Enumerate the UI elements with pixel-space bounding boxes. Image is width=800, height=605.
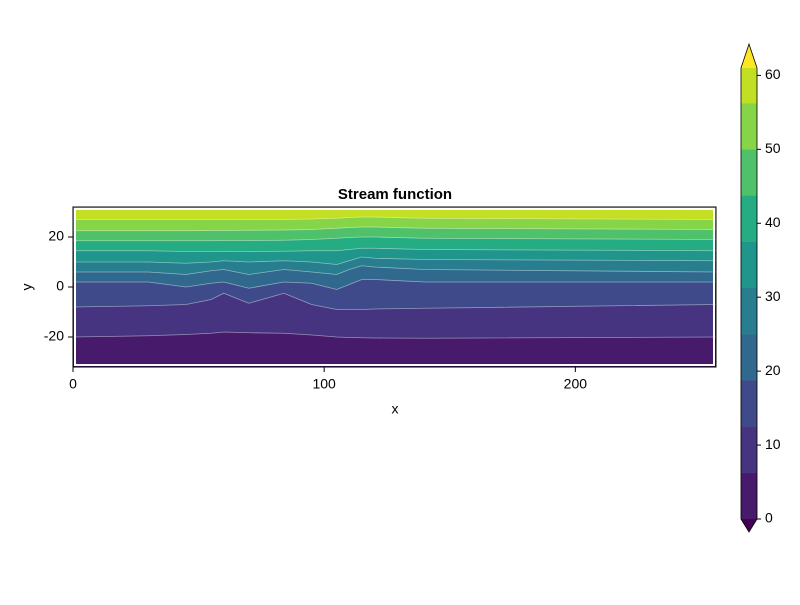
colorbar-segment bbox=[740, 67, 758, 104]
colorbar-segment bbox=[740, 380, 758, 427]
colorbar-segment bbox=[740, 287, 758, 335]
colorbar-tick-label: 30 bbox=[765, 288, 781, 304]
colorbar-segment bbox=[740, 472, 758, 520]
contour-line bbox=[73, 265, 717, 275]
contour-line bbox=[73, 226, 717, 232]
plot-inner-frame bbox=[74, 208, 715, 366]
contour-line bbox=[73, 216, 717, 220]
contour-line bbox=[73, 236, 717, 242]
colorbar-tick-label: 20 bbox=[765, 362, 781, 378]
x-tick-label: 0 bbox=[69, 376, 77, 392]
contour-line bbox=[73, 256, 717, 265]
colorbar-tick-label: 40 bbox=[765, 214, 781, 230]
colorbar-tick-label: 0 bbox=[765, 510, 773, 526]
colorbar-segment bbox=[740, 102, 758, 150]
contour-line bbox=[72, 292, 717, 310]
contour-line bbox=[73, 247, 717, 252]
x-axis-label: x bbox=[392, 401, 399, 417]
colorbar-extend-high bbox=[741, 44, 757, 68]
colorbar-tick-label: 50 bbox=[765, 140, 781, 156]
colorbar-segment bbox=[740, 334, 758, 381]
chart-title: Stream function bbox=[338, 186, 452, 203]
contour-line bbox=[72, 331, 717, 339]
colorbar-tick-label: 60 bbox=[765, 66, 781, 82]
colorbar-segment bbox=[740, 149, 758, 196]
colorbar-segment bbox=[740, 426, 758, 473]
x-tick-label: 100 bbox=[312, 376, 336, 392]
x-tick-label: 200 bbox=[564, 376, 588, 392]
contour-line bbox=[73, 279, 716, 290]
colorbar-tick-label: 10 bbox=[765, 436, 781, 452]
y-axis-label: y bbox=[19, 284, 35, 291]
y-tick-label: -20 bbox=[44, 328, 64, 344]
colorbar-segment bbox=[740, 195, 758, 242]
y-tick-label: 20 bbox=[48, 228, 64, 244]
y-tick-label: 0 bbox=[56, 278, 64, 294]
colorbar-segment bbox=[740, 241, 758, 289]
colorbar-extend-low bbox=[741, 519, 757, 532]
